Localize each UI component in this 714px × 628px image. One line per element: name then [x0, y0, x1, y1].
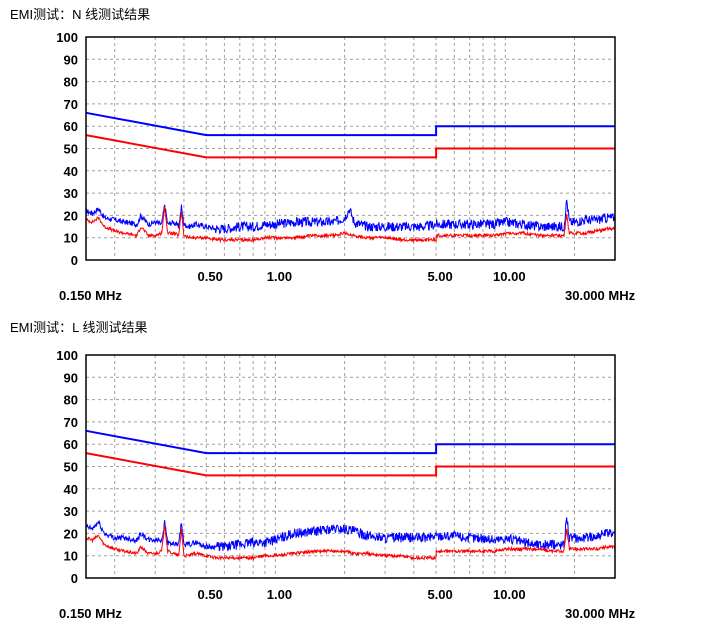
y-tick-label: 40 [64, 164, 78, 179]
limit-line-av [85, 452, 615, 477]
y-tick-label: 20 [64, 208, 78, 223]
y-tick-label: 80 [64, 75, 78, 90]
y-tick-label: 50 [64, 460, 78, 475]
x-tick-label: 10.00 [493, 587, 526, 602]
chart-title-l-line: EMI测试：L 线测试结果 [10, 320, 148, 335]
y-tick-label: 60 [64, 119, 78, 134]
measurement-trace-qp [86, 199, 616, 235]
y-tick-label: 100 [56, 348, 78, 363]
y-tick-label: 30 [64, 504, 78, 519]
plot-frame [85, 36, 616, 261]
plot-frame [85, 354, 616, 579]
measurement-trace-qp [85, 517, 616, 552]
y-tick-label: 60 [64, 437, 78, 452]
y-tick-label: 0 [71, 571, 78, 586]
y-tick-label: 40 [64, 482, 78, 497]
measurement-trace-av [85, 525, 616, 562]
y-tick-label: 70 [64, 97, 78, 112]
emi-chart-l-line: 0 10 20 30 40 50 60 70 80 90 100 0.50 1.00 5.00 10.00 0… [56, 348, 636, 621]
x-tick-label: 0.50 [198, 269, 223, 284]
y-tick-label: 70 [64, 415, 78, 430]
chart-title-n-line: EMI测试：N 线测试结果 [10, 7, 151, 22]
y-tick-label: 0 [71, 253, 78, 268]
y-tick-label: 50 [64, 142, 78, 157]
x-tick-label: 5.00 [427, 269, 452, 284]
x-tick-label: 5.00 [427, 587, 452, 602]
emi-chart-n-line: 0 10 20 30 40 50 60 70 80 90 100 0.50 1.00 5.00 10.00 0… [56, 30, 636, 303]
y-tick-label: 90 [64, 52, 78, 67]
x-tick-label: 1.00 [267, 269, 292, 284]
y-tick-label: 80 [64, 393, 78, 408]
y-tick-label: 100 [56, 30, 78, 45]
x-tick-label: 1.00 [267, 587, 292, 602]
limit-line-av [85, 134, 615, 159]
measurement-trace-av [85, 206, 616, 244]
x-tick-label: 0.50 [198, 587, 223, 602]
x-start-label: 0.150 MHz [59, 288, 122, 303]
x-tick-label: 10.00 [493, 269, 526, 284]
y-tick-label: 10 [64, 549, 78, 564]
x-end-label: 30.000 MHz [565, 288, 636, 303]
x-start-label: 0.150 MHz [59, 606, 122, 621]
limit-line-qp [85, 429, 615, 455]
y-tick-label: 10 [64, 231, 78, 246]
y-tick-label: 90 [64, 370, 78, 385]
y-tick-label: 30 [64, 186, 78, 201]
y-tick-label: 20 [64, 526, 78, 541]
limit-line-qp [85, 111, 615, 137]
x-end-label: 30.000 MHz [565, 606, 636, 621]
